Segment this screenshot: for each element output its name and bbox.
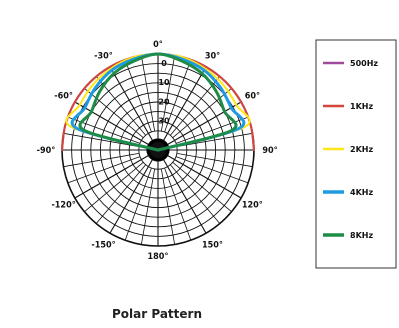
grid-spoke [164, 59, 192, 133]
grid-spoke [164, 167, 192, 241]
angle-label: -90° [37, 146, 56, 156]
grid-spoke [157, 66, 207, 151]
angle-label: 60° [245, 92, 260, 102]
angle-label: 180° [148, 252, 169, 262]
grid-spoke [124, 59, 152, 133]
grid-spoke [176, 132, 253, 148]
angle-label: 30° [205, 52, 220, 62]
angle-label: -120° [51, 201, 75, 211]
angle-label: -30° [94, 52, 113, 62]
ring-label: 10 [158, 78, 170, 87]
angle-labels: 0° 30° 60° 90° 120° 150° 180° -150° -120° -90° -60… [37, 40, 278, 262]
grid-spoke [172, 162, 232, 213]
grid-spoke [109, 66, 159, 151]
grid-spoke [157, 101, 242, 151]
grid-spoke [157, 149, 242, 199]
ring-labels: 0 10 20 30 [158, 59, 170, 126]
grid-spoke [140, 168, 156, 245]
grid-spoke [67, 156, 141, 184]
legend-label: 1KHz [350, 102, 373, 111]
legend: 500Hz 1KHz 2KHz 4KHz 8KHz [315, 39, 397, 269]
grid-spoke [176, 152, 253, 168]
grid-spoke [109, 149, 159, 234]
angle-label: -150° [91, 240, 115, 250]
grid-spoke [84, 87, 144, 138]
grid-spoke [74, 101, 159, 151]
series-line-8khz [78, 52, 238, 152]
grid-spoke [63, 152, 140, 168]
ring-label: 30 [158, 117, 170, 126]
angle-label: 0° [153, 40, 163, 50]
grid-spoke [63, 132, 140, 148]
angle-label: 90° [262, 146, 277, 156]
legend-label: 500Hz [350, 59, 378, 68]
ring-label: 20 [158, 97, 170, 106]
angle-label: -60° [54, 92, 73, 102]
grid-spoke [170, 164, 221, 224]
legend-label: 4KHz [350, 188, 373, 197]
grid-spoke [74, 149, 159, 199]
legend-label: 8KHz [350, 231, 373, 240]
angle-label: 150° [202, 240, 223, 250]
grid-spoke [160, 168, 176, 245]
grid-spoke [84, 162, 144, 213]
legend-box [315, 39, 397, 269]
ring-label: 0 [161, 59, 167, 68]
grid-spoke [157, 149, 207, 234]
grid-spoke [172, 87, 232, 138]
grid-spoke [160, 55, 176, 132]
angle-label: 120° [242, 201, 263, 211]
series-curves [61, 52, 255, 152]
grid-spoke [124, 167, 152, 241]
grid-spoke [140, 55, 156, 132]
legend-label: 2KHz [350, 145, 373, 154]
chart-title: Polar Pattern [112, 307, 202, 321]
grid-spoke [175, 116, 249, 144]
grid-spoke [67, 116, 141, 144]
grid-spoke [95, 164, 146, 224]
grid-spoke [175, 156, 249, 184]
